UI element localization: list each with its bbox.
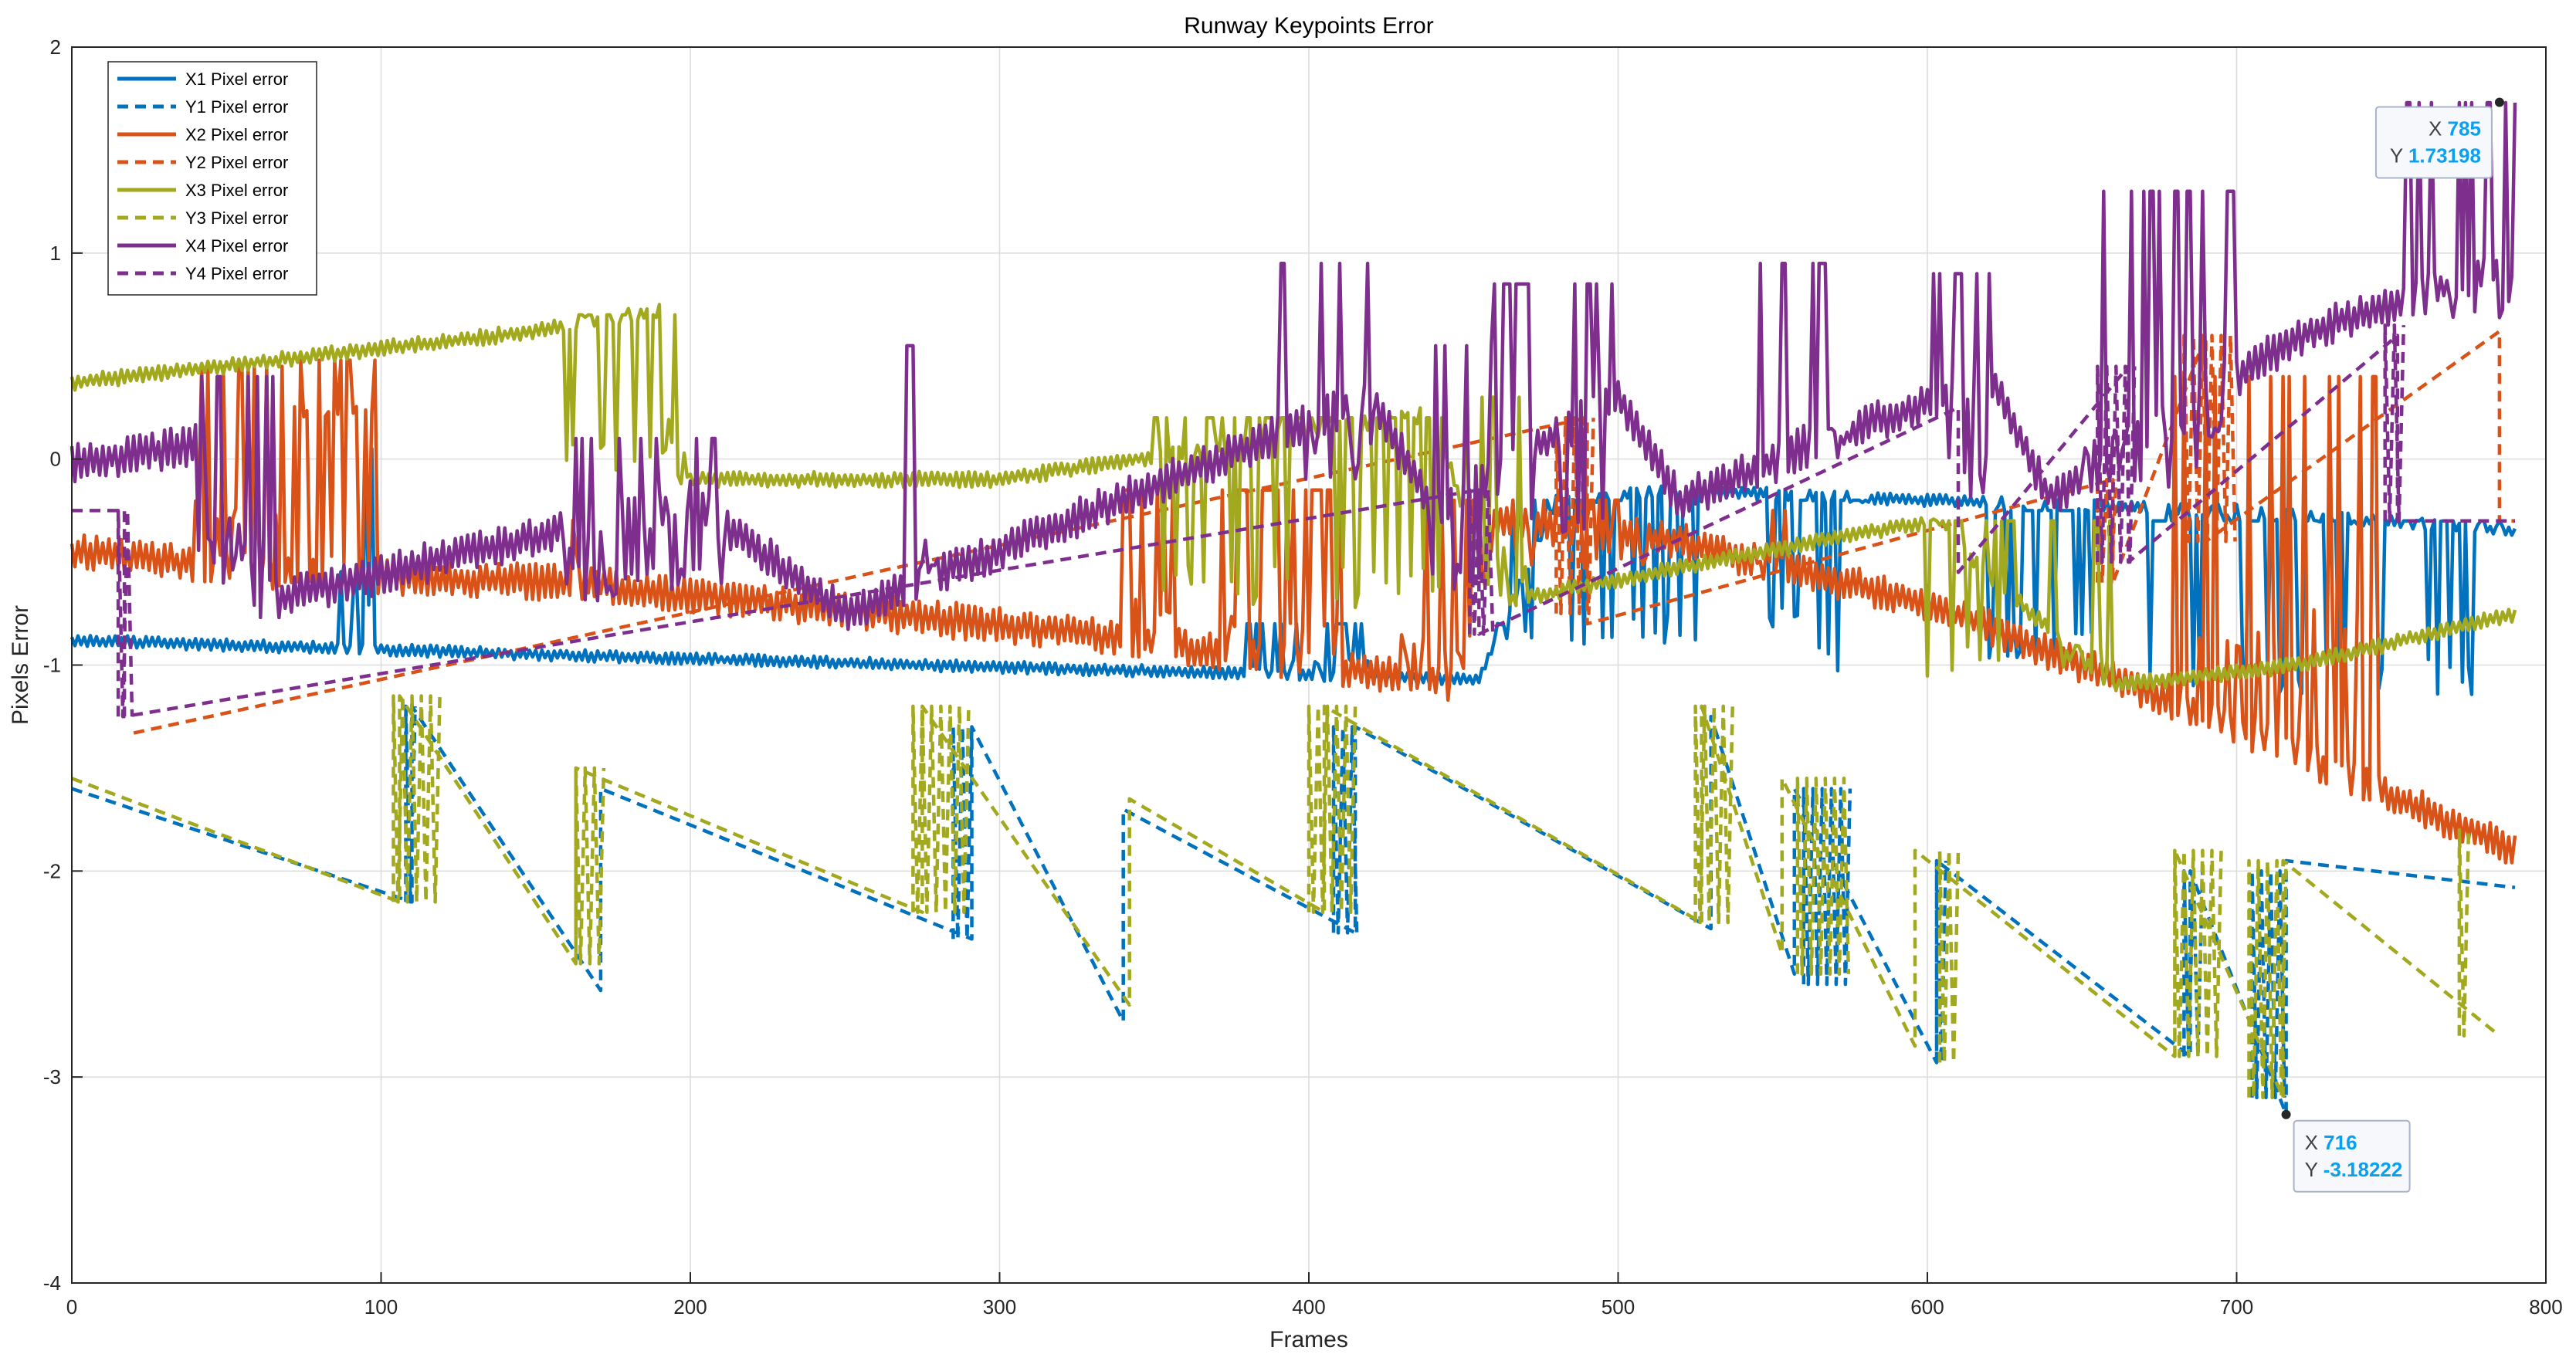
series-layer [69,100,2517,1116]
datatip-y: Y -3.18222 [2305,1158,2403,1181]
datatip-box [2374,106,2493,179]
legend-label-x4-pixel-error: X4 Pixel error [185,236,288,256]
legend-label-x1-pixel-error: X1 Pixel error [185,69,288,89]
x-axis-label: Frames [1269,1327,1348,1352]
legend-label-x2-pixel-error: X2 Pixel error [185,125,288,144]
datatip-y: Y 1.73198 [2390,144,2481,168]
y-tick-label: -4 [43,1271,61,1295]
series-line-y2-pixel-error[interactable] [133,329,2515,735]
x-tick-label: 700 [2220,1295,2253,1319]
chart-title: Runway Keypoints Error [1184,13,1433,39]
series-line-x1-pixel-error[interactable] [69,447,2517,696]
x-tick-label: 500 [1602,1295,1635,1319]
datatip-x: X 716 [2305,1131,2357,1154]
datatip-box [2293,1119,2411,1193]
y-tick-label: 0 [50,448,61,471]
datatip-x: X 785 [2429,117,2481,140]
series-line-y4-pixel-error[interactable] [72,323,2515,719]
legend-label-x3-pixel-error: X3 Pixel error [185,181,288,200]
x-tick-label: 300 [983,1295,1016,1319]
x-tick-label: 0 [66,1295,77,1319]
x-tick-label: 100 [364,1295,398,1319]
y-tick-label: 2 [50,36,61,59]
x-tick-label: 400 [1292,1295,1325,1319]
x-tick-label: 200 [673,1295,707,1319]
series-line-x4-pixel-error[interactable] [69,100,2517,631]
y-tick-label: -1 [43,654,61,677]
y-tick-label: -2 [43,859,61,882]
x-tick-label: 600 [1910,1295,1944,1319]
datatips: X 785 Y 1.73198 X 716 Y -3.18222 [2281,97,2504,1193]
x-tick-label: 800 [2529,1295,2562,1319]
legend-label-y4-pixel-error: Y4 Pixel error [185,264,288,283]
legend[interactable]: X1 Pixel error Y1 Pixel error X2 Pixel err… [107,61,317,296]
series-line-y1-pixel-error[interactable] [71,704,2516,1116]
series-line-y3-pixel-error[interactable] [71,694,2501,1100]
y-tick-label: -3 [43,1065,61,1088]
legend-label-y3-pixel-error: Y3 Pixel error [185,208,288,228]
datatip-marker[interactable] [2494,97,2504,107]
legend-label-y2-pixel-error: Y2 Pixel error [185,153,288,172]
y-axis-label: Pixels Error [8,605,33,725]
y-tick-label: 1 [50,242,61,265]
legend-label-y1-pixel-error: Y1 Pixel error [185,97,288,117]
datatip-marker[interactable] [2281,1109,2291,1119]
axis-ticks: 0 100 200 300 400 500 600 700 800 -4 -3 -2 -1 0 1 2 [43,36,2563,1319]
legend-box [107,61,317,296]
